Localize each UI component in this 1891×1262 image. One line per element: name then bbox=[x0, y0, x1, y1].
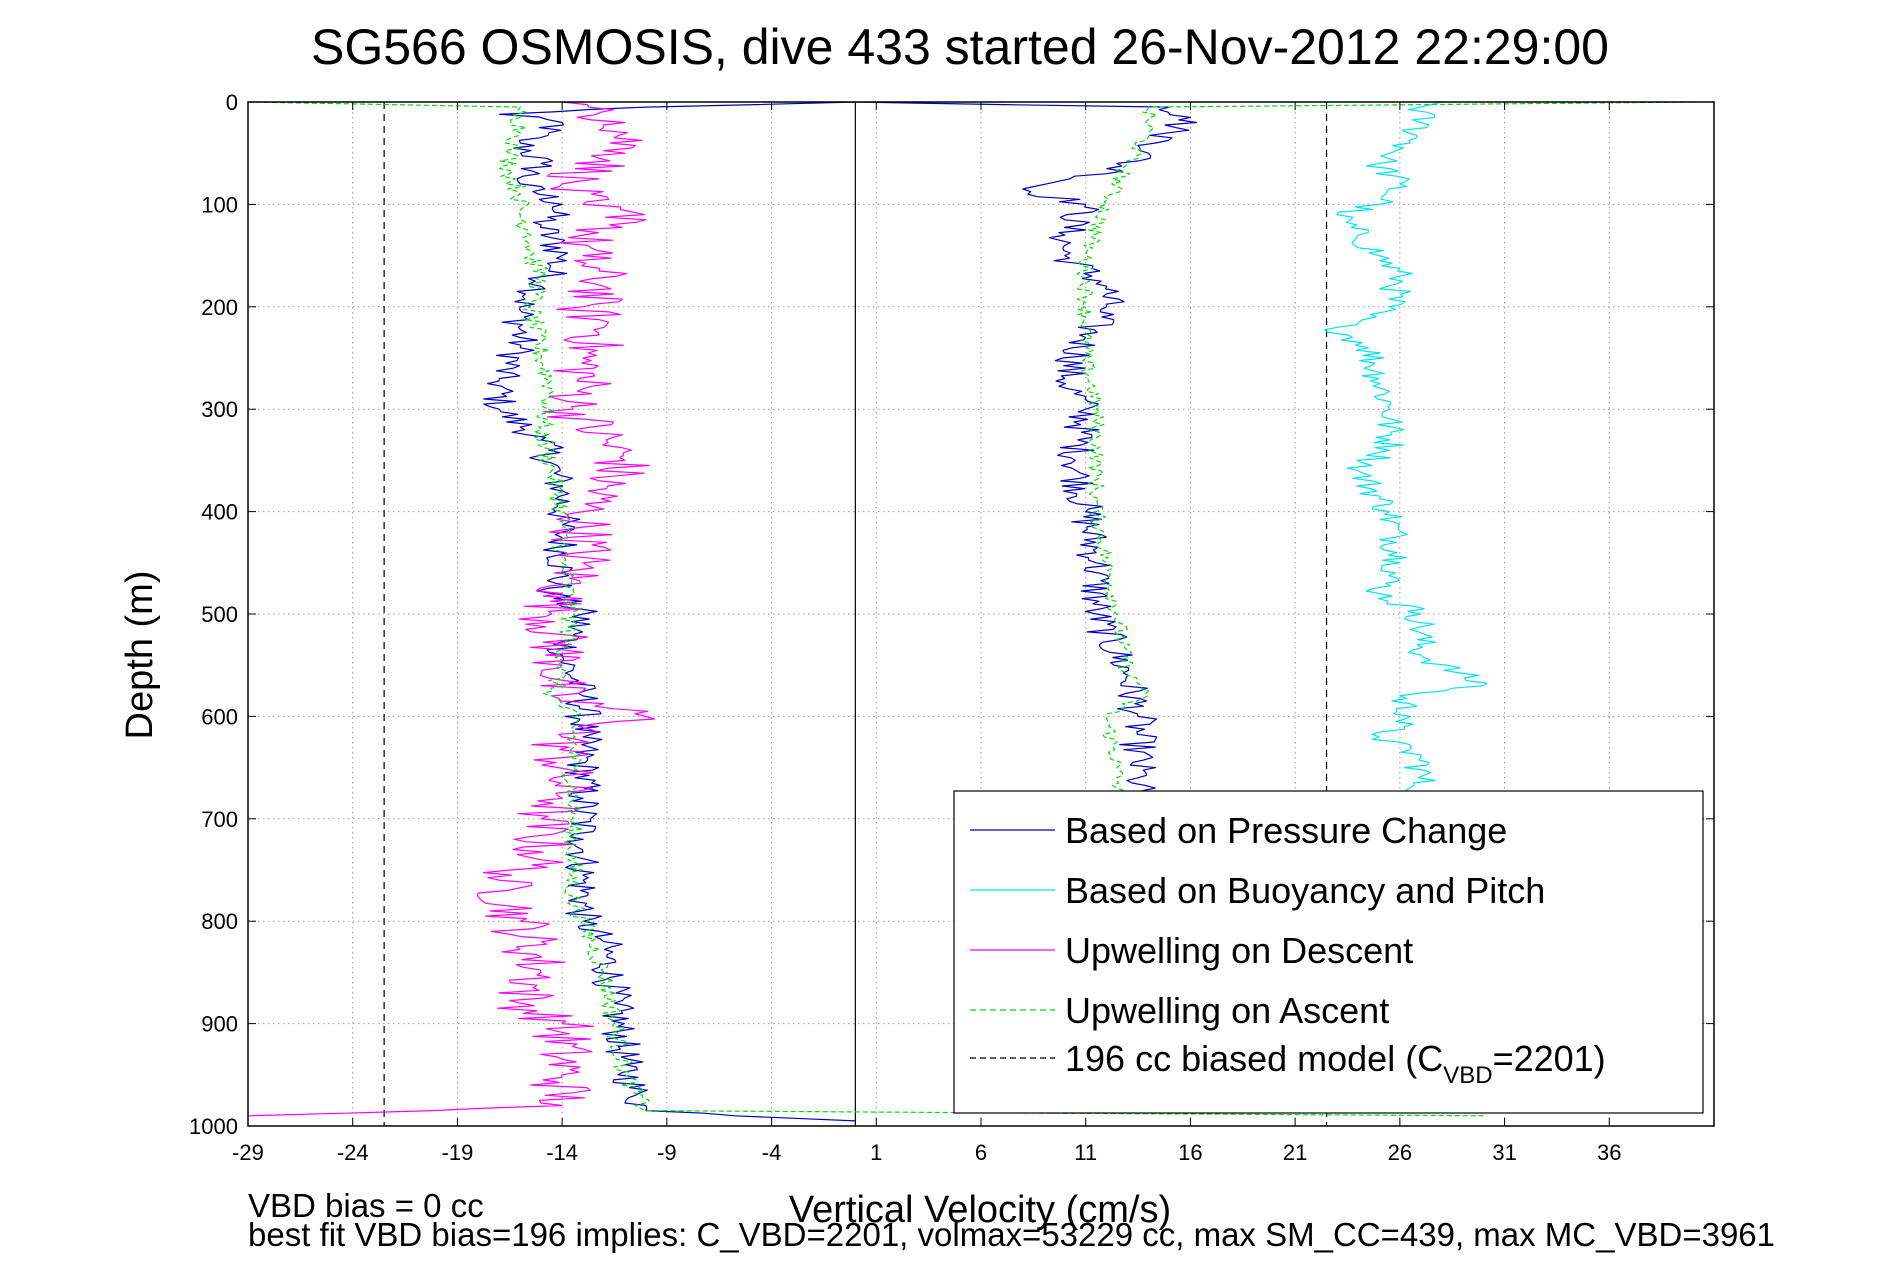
best-fit-note: best fit VBD bias=196 implies: C_VBD=220… bbox=[248, 1216, 1775, 1253]
series-line bbox=[483, 101, 856, 1122]
x-tick-label: -19 bbox=[442, 1140, 474, 1165]
vbd-bias-note: VBD bias = 0 cc bbox=[248, 1187, 484, 1224]
x-tick-label: 36 bbox=[1597, 1140, 1621, 1165]
series-line bbox=[247, 101, 1484, 1117]
x-tick-label: -9 bbox=[657, 1140, 677, 1165]
y-tick-label: 800 bbox=[201, 909, 238, 934]
legend: Based on Pressure Change Based on Buoyanc… bbox=[953, 790, 1704, 1114]
chart-title: SG566 OSMOSIS, dive 433 started 26-Nov-2… bbox=[311, 19, 1609, 75]
x-tick-label: -24 bbox=[337, 1140, 369, 1165]
legend-label: Based on Buoyancy and Pitch bbox=[1065, 870, 1545, 911]
x-tick-labels: -29 -24 -19 -14 -9 -4 1 6 11 16 21 26 31 36 bbox=[232, 102, 1622, 1165]
x-tick-label: 16 bbox=[1178, 1140, 1202, 1165]
series-line bbox=[1324, 101, 1488, 799]
y-axis-label: Depth (m) bbox=[119, 571, 161, 740]
y-tick-label: 200 bbox=[201, 295, 238, 320]
x-tick-label: 6 bbox=[975, 1140, 987, 1165]
x-tick-label: -29 bbox=[232, 1140, 264, 1165]
y-tick-label: 1000 bbox=[189, 1114, 238, 1139]
legend-label: Upwelling on Ascent bbox=[1065, 990, 1389, 1031]
legend-box bbox=[953, 790, 1704, 1114]
y-tick-label: 300 bbox=[201, 397, 238, 422]
y-tick-label: 600 bbox=[201, 704, 238, 729]
x-tick-label: -14 bbox=[546, 1140, 578, 1165]
y-tick-label: 700 bbox=[201, 807, 238, 832]
x-tick-label: 21 bbox=[1283, 1140, 1307, 1165]
series-line bbox=[1076, 101, 1694, 820]
series-line bbox=[247, 101, 655, 1117]
y-tick-label: 0 bbox=[226, 90, 238, 115]
legend-label-end: =2201) bbox=[1493, 1038, 1606, 1079]
x-tick-label: 31 bbox=[1492, 1140, 1516, 1165]
legend-label: Upwelling on Descent bbox=[1065, 930, 1413, 971]
y-tick-label: 100 bbox=[201, 192, 238, 217]
x-tick-label: 11 bbox=[1074, 1140, 1097, 1165]
legend-label: Based on Pressure Change bbox=[1065, 810, 1507, 851]
legend-subscript: VBD bbox=[1443, 1062, 1492, 1089]
y-tick-label: 900 bbox=[201, 1012, 238, 1037]
x-axis-label: Vertical Velocity (cm/s) bbox=[789, 1189, 1171, 1231]
y-tick-label: 400 bbox=[201, 500, 238, 525]
x-tick-label: 26 bbox=[1388, 1140, 1412, 1165]
y-tick-labels: 0 100 200 300 400 500 600 700 800 900 1000 bbox=[189, 90, 1714, 1139]
series-line bbox=[855, 101, 1197, 820]
x-tick-label: 1 bbox=[870, 1140, 882, 1165]
y-tick-label: 500 bbox=[201, 602, 238, 627]
x-tick-label: -4 bbox=[762, 1140, 782, 1165]
plot-series bbox=[247, 101, 1694, 1122]
